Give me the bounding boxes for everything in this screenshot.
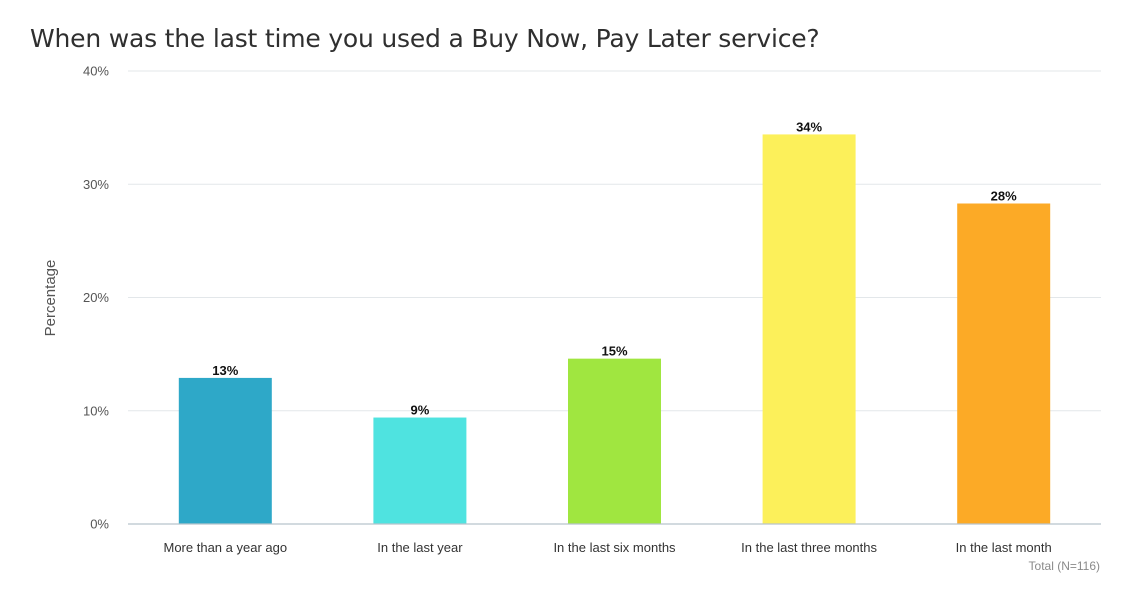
x-tick-label: In the last three months — [741, 540, 877, 555]
y-axis-title: Percentage — [42, 260, 59, 337]
x-tick-label: In the last six months — [553, 540, 676, 555]
bar[interactable] — [957, 203, 1051, 524]
x-tick-label: More than a year ago — [164, 540, 288, 555]
x-axis-ticks: More than a year ago In the last year In t… — [164, 540, 1052, 555]
y-axis-ticks: 0% 10% 20% 30% 40% — [83, 64, 109, 532]
x-tick-label: In the last month — [956, 540, 1052, 555]
bar[interactable] — [373, 417, 467, 524]
y-tick-label: 0% — [90, 517, 109, 532]
y-tick-label: 40% — [83, 64, 109, 79]
data-label: 15% — [601, 344, 627, 359]
y-tick-label: 10% — [83, 403, 109, 418]
data-label: 34% — [796, 119, 822, 134]
y-tick-label: 20% — [83, 290, 109, 305]
y-tick-label: 30% — [83, 177, 109, 192]
bar[interactable] — [178, 377, 272, 524]
bar[interactable] — [568, 358, 661, 524]
bar[interactable] — [762, 134, 856, 525]
total-footnote: Total (N=116) — [1028, 559, 1100, 573]
data-label: 13% — [212, 363, 238, 378]
data-labels: 13% 9% 15% 34% 28% — [212, 119, 1017, 417]
data-label: 9% — [411, 403, 430, 418]
data-label: 28% — [991, 189, 1017, 204]
chart-title: When was the last time you used a Buy No… — [30, 24, 820, 53]
x-tick-label: In the last year — [377, 540, 463, 555]
gridlines — [128, 70, 1101, 412]
bars — [178, 134, 1051, 525]
